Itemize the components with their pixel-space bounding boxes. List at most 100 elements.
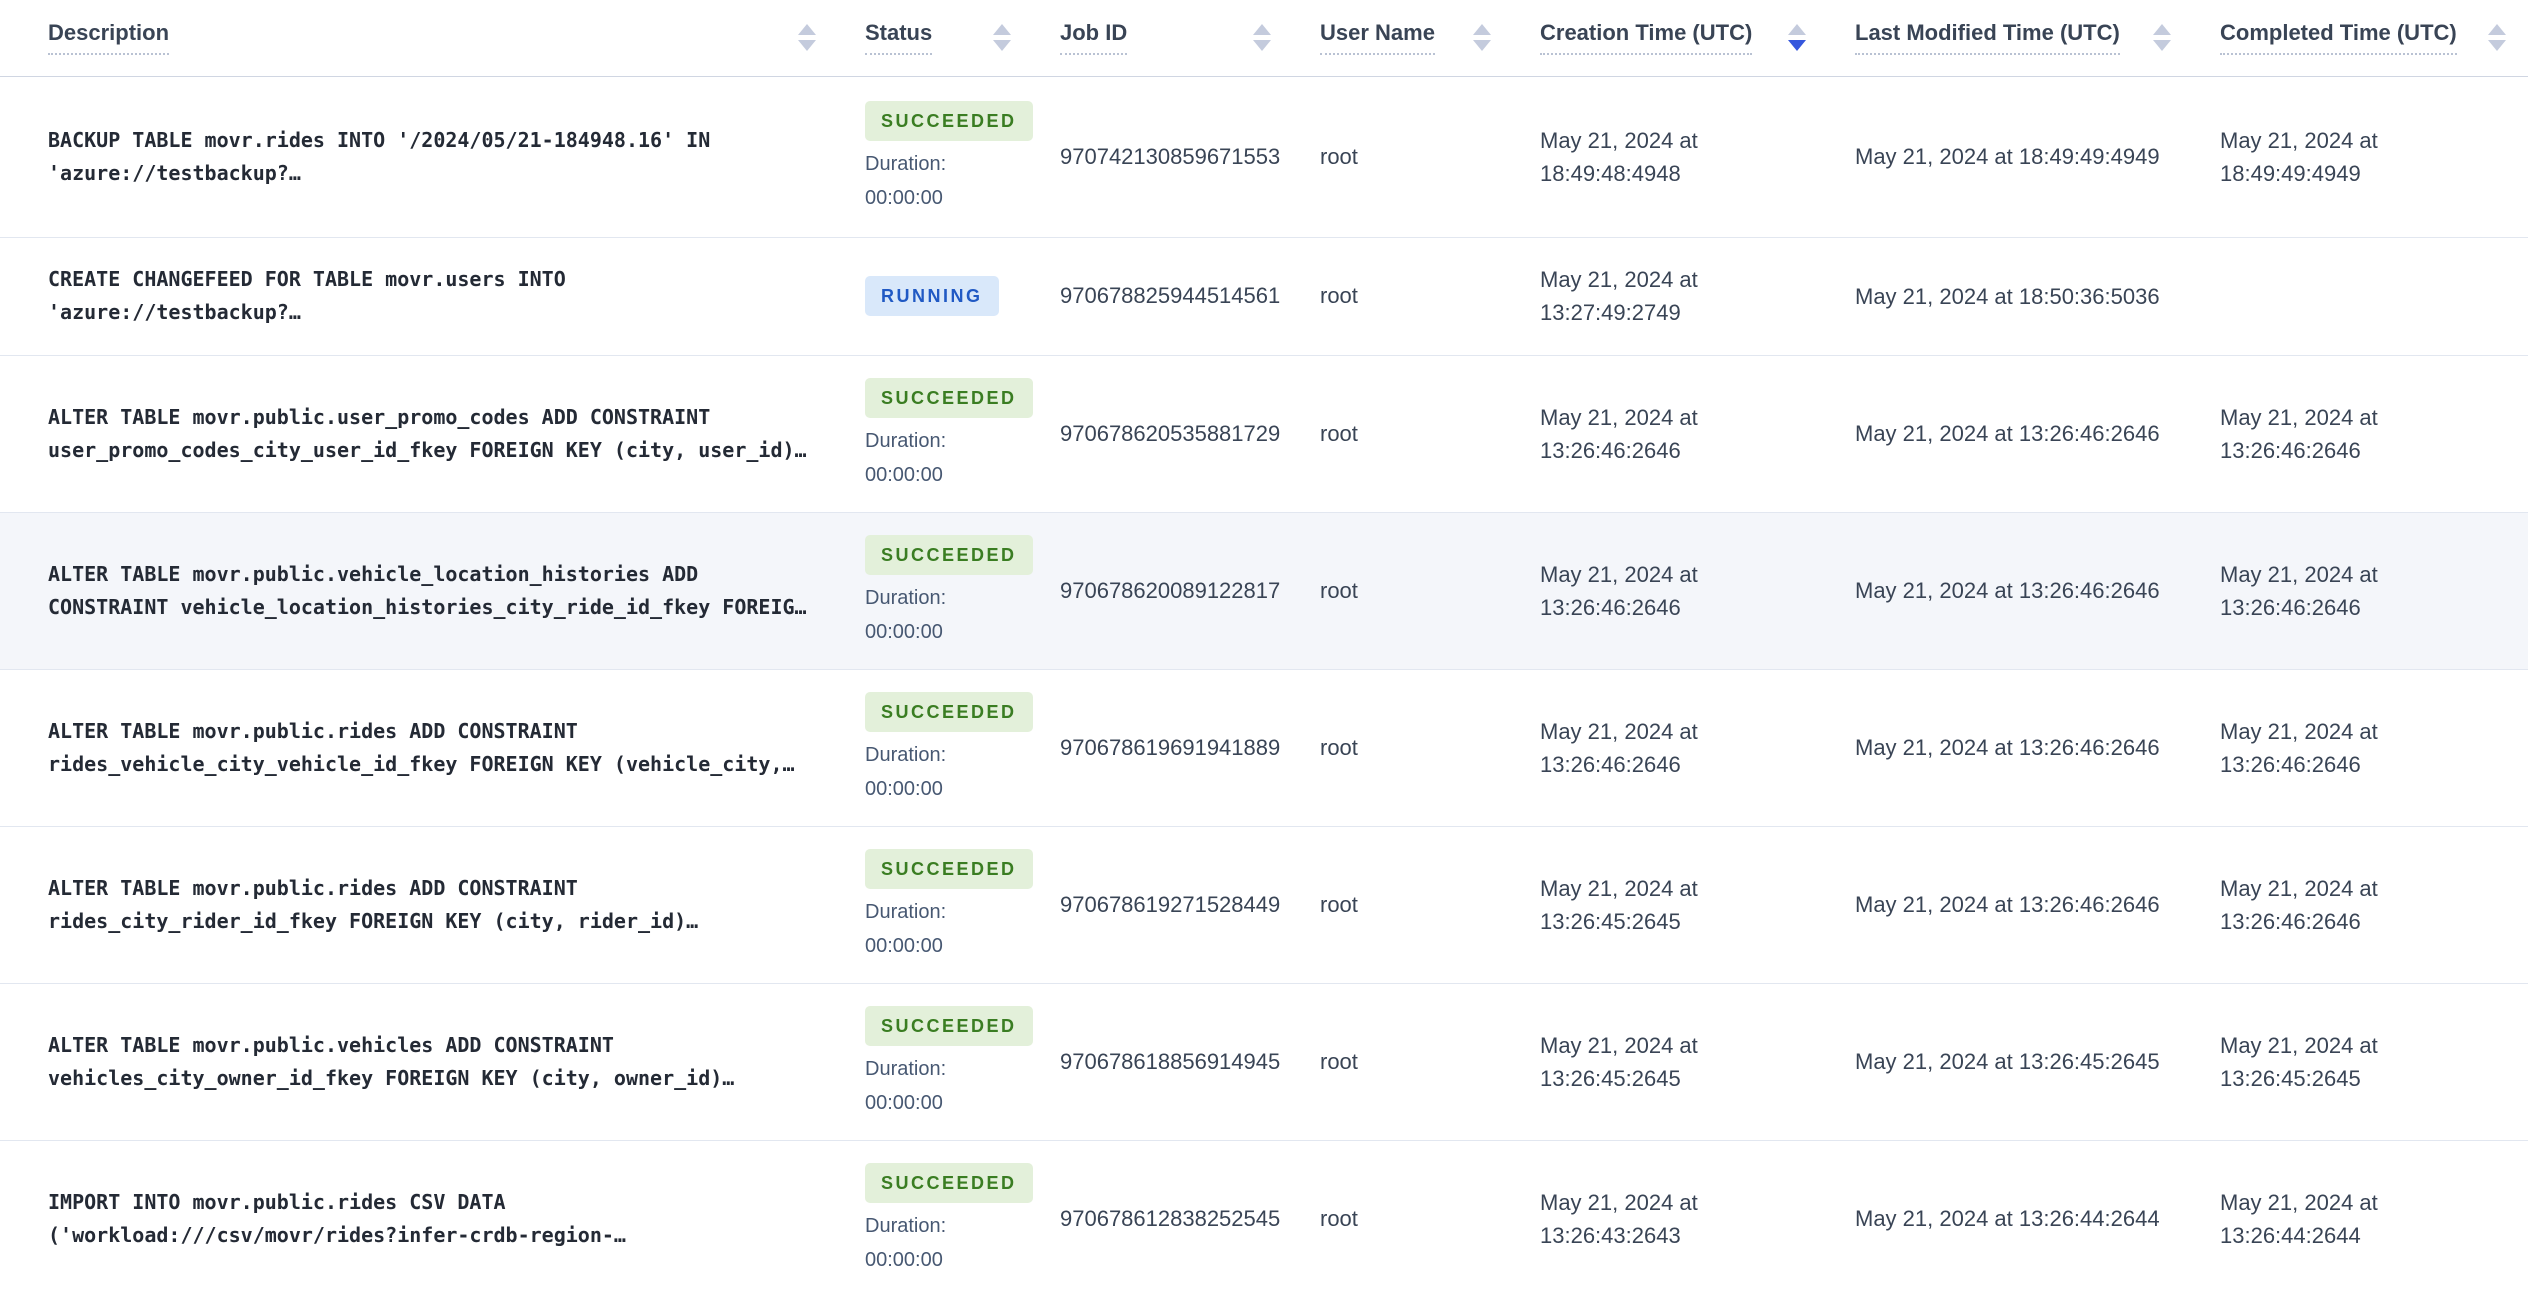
sort-up-arrow-icon — [1473, 24, 1491, 36]
creation-time: May 21, 2024 at 13:26:43:2643 — [1540, 1189, 1698, 1248]
last-modified-time: May 21, 2024 at 13:26:45:2645 — [1855, 1049, 2160, 1074]
user-name: root — [1293, 1140, 1513, 1292]
duration-label: Duration: — [865, 430, 947, 452]
job-description-link[interactable]: CREATE CHANGEFEED FOR TABLE movr.users I… — [48, 267, 566, 324]
sort-arrows-icon[interactable] — [993, 24, 1011, 52]
sort-up-arrow-icon — [798, 24, 816, 36]
completed-time: May 21, 2024 at 13:26:46:2646 — [2220, 404, 2378, 463]
last-modified-time: May 21, 2024 at 18:50:36:5036 — [1855, 283, 2160, 309]
sort-arrows-icon[interactable] — [2153, 24, 2171, 52]
job-id: 970678620535881729 — [1033, 355, 1293, 513]
last-modified-time: May 21, 2024 at 13:26:46:2646 — [1855, 735, 2160, 760]
job-id: 970678825944514561 — [1033, 237, 1293, 356]
user-name: root — [1293, 355, 1513, 513]
user-name: root — [1293, 669, 1513, 827]
table-row: BACKUP TABLE movr.rides INTO '/2024/05/2… — [0, 76, 2528, 238]
job-description-link[interactable]: ALTER TABLE movr.public.rides ADD CONSTR… — [48, 875, 699, 933]
table-row: ALTER TABLE movr.public.rides ADD CONSTR… — [0, 826, 2528, 984]
status-badge: SUCCEEDED — [865, 692, 1033, 732]
duration-label: Duration: — [865, 1058, 947, 1080]
status-badge: SUCCEEDED — [865, 101, 1033, 141]
sort-down-arrow-icon — [1253, 40, 1271, 52]
sort-arrows-icon[interactable] — [798, 24, 816, 52]
job-description-link[interactable]: BACKUP TABLE movr.rides INTO '/2024/05/2… — [48, 127, 711, 185]
user-name: root — [1293, 512, 1513, 670]
column-header-user-name[interactable]: User Name — [1293, 0, 1513, 77]
sort-up-arrow-icon — [1253, 24, 1271, 36]
job-id: 970678619691941889 — [1033, 669, 1293, 827]
column-header-job-id[interactable]: Job ID — [1033, 0, 1293, 77]
sort-down-arrow-icon — [993, 40, 1011, 52]
sort-up-arrow-icon — [993, 24, 1011, 36]
table-row: ALTER TABLE movr.public.user_promo_codes… — [0, 355, 2528, 513]
duration-label: Duration: — [865, 901, 947, 923]
job-id: 970678620089122817 — [1033, 512, 1293, 670]
table-row: ALTER TABLE movr.public.vehicle_location… — [0, 512, 2528, 670]
last-modified-time: May 21, 2024 at 13:26:46:2646 — [1855, 421, 2160, 446]
duration-label: Duration: — [865, 587, 947, 609]
creation-time: May 21, 2024 at 13:26:46:2646 — [1540, 404, 1698, 463]
status-badge: SUCCEEDED — [865, 849, 1033, 889]
sort-down-arrow-icon — [1788, 40, 1806, 52]
creation-time: May 21, 2024 at 13:27:49:2749 — [1540, 267, 1698, 325]
job-description-link[interactable]: ALTER TABLE movr.public.rides ADD CONSTR… — [48, 718, 795, 776]
user-name: root — [1293, 983, 1513, 1141]
column-header-description[interactable]: Description — [0, 0, 838, 77]
duration-value: 00:00:00 — [865, 1249, 943, 1271]
last-modified-time: May 21, 2024 at 13:26:46:2646 — [1855, 892, 2160, 917]
creation-time: May 21, 2024 at 13:26:45:2645 — [1540, 1032, 1698, 1091]
status-badge: SUCCEEDED — [865, 535, 1033, 575]
completed-time: May 21, 2024 at 18:49:49:4949 — [2220, 127, 2378, 186]
job-id: 970742130859671553 — [1033, 76, 1293, 238]
status-badge: SUCCEEDED — [865, 1006, 1033, 1046]
status-badge: RUNNING — [865, 276, 999, 316]
sort-up-arrow-icon — [2153, 24, 2171, 36]
completed-time: May 21, 2024 at 13:26:45:2645 — [2220, 1032, 2378, 1091]
column-label[interactable]: Job ID — [1060, 20, 1128, 56]
completed-time: May 21, 2024 at 13:26:46:2646 — [2220, 561, 2378, 620]
duration-value: 00:00:00 — [865, 187, 943, 209]
column-label[interactable]: Creation Time (UTC) — [1540, 20, 1753, 56]
creation-time: May 21, 2024 at 13:26:46:2646 — [1540, 561, 1698, 620]
last-modified-time: May 21, 2024 at 18:49:49:4949 — [1855, 144, 2160, 169]
user-name: root — [1293, 237, 1513, 356]
job-description-link[interactable]: ALTER TABLE movr.public.vehicles ADD CON… — [48, 1032, 735, 1090]
duration-label: Duration: — [865, 744, 947, 766]
column-label[interactable]: Description — [48, 20, 170, 56]
user-name: root — [1293, 826, 1513, 984]
last-modified-time: May 21, 2024 at 13:26:46:2646 — [1855, 578, 2160, 603]
duration-value: 00:00:00 — [865, 621, 943, 643]
user-name: root — [1293, 76, 1513, 238]
creation-time: May 21, 2024 at 13:26:46:2646 — [1540, 718, 1698, 777]
column-label[interactable]: Status — [865, 20, 933, 56]
table-row: IMPORT INTO movr.public.rides CSV DATA (… — [0, 1140, 2528, 1292]
column-header-creation-time-utc[interactable]: Creation Time (UTC) — [1513, 0, 1828, 77]
creation-time: May 21, 2024 at 13:26:45:2645 — [1540, 875, 1698, 934]
sort-down-arrow-icon — [1473, 40, 1491, 52]
duration-label: Duration: — [865, 153, 947, 175]
job-description-link[interactable]: IMPORT INTO movr.public.rides CSV DATA (… — [48, 1189, 626, 1247]
job-description-link[interactable]: ALTER TABLE movr.public.user_promo_codes… — [48, 404, 807, 462]
sort-down-arrow-icon — [798, 40, 816, 52]
job-description-link[interactable]: ALTER TABLE movr.public.vehicle_location… — [48, 561, 807, 619]
sort-up-arrow-icon — [2488, 24, 2506, 36]
table-row: ALTER TABLE movr.public.rides ADD CONSTR… — [0, 669, 2528, 827]
sort-arrows-icon[interactable] — [1788, 24, 1806, 52]
status-badge: SUCCEEDED — [865, 1163, 1033, 1203]
duration-label: Duration: — [865, 1215, 947, 1237]
duration-value: 00:00:00 — [865, 464, 943, 486]
job-id: 970678612838252545 — [1033, 1140, 1293, 1292]
column-label[interactable]: Completed Time (UTC) — [2220, 20, 2457, 56]
job-id: 970678618856914945 — [1033, 983, 1293, 1141]
column-header-status[interactable]: Status — [838, 0, 1033, 77]
column-header-last-modified-time-utc[interactable]: Last Modified Time (UTC) — [1828, 0, 2193, 77]
column-label[interactable]: Last Modified Time (UTC) — [1855, 20, 2120, 56]
sort-arrows-icon[interactable] — [1473, 24, 1491, 52]
job-id: 970678619271528449 — [1033, 826, 1293, 984]
sort-arrows-icon[interactable] — [1253, 24, 1271, 52]
table-row: CREATE CHANGEFEED FOR TABLE movr.users I… — [0, 237, 2528, 356]
column-label[interactable]: User Name — [1320, 20, 1435, 56]
column-header-completed-time-utc[interactable]: Completed Time (UTC) — [2193, 0, 2528, 77]
sort-arrows-icon[interactable] — [2488, 24, 2506, 52]
